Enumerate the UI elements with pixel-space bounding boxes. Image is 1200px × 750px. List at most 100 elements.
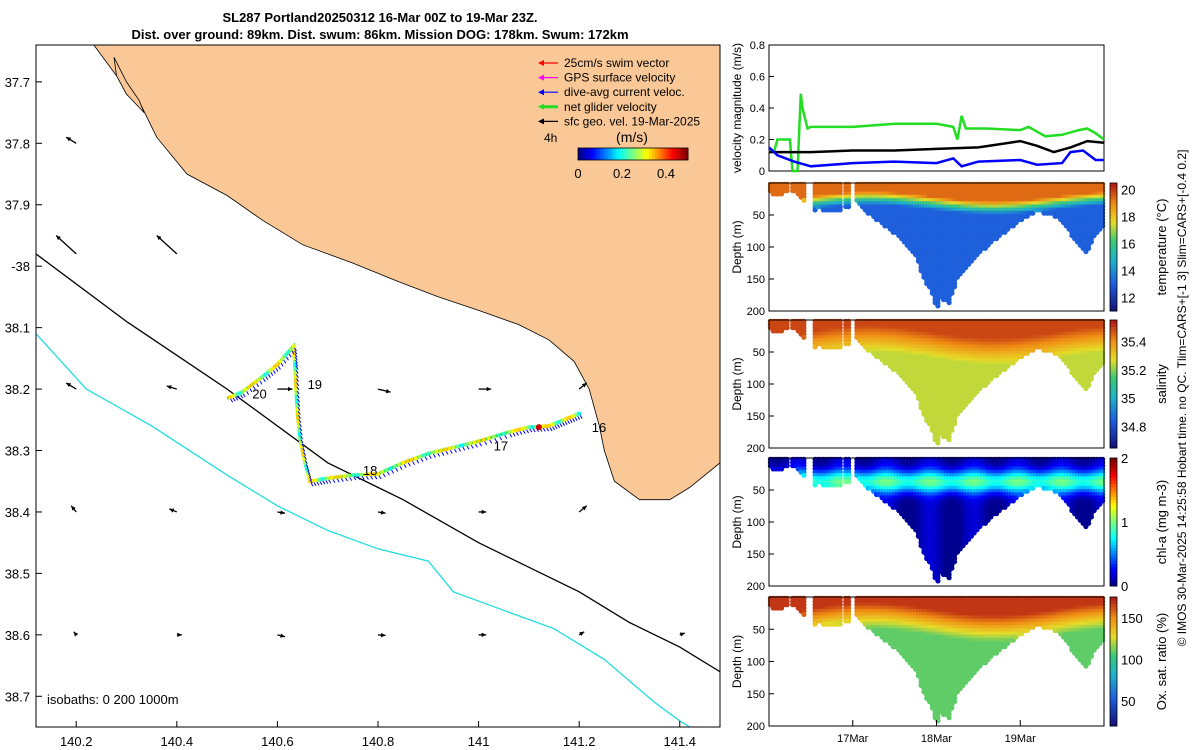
profile-colorbar-segment <box>1110 432 1117 436</box>
legend-entry: 25cm/s swim vector <box>538 56 669 70</box>
track-point <box>526 425 531 430</box>
geo-vector <box>478 386 492 392</box>
track-point <box>392 464 397 469</box>
profile-colorbar-segment <box>1110 377 1117 382</box>
figure-title-line2: Dist. over ground: 89km. Dist. swum: 86k… <box>131 27 629 42</box>
track-point <box>288 347 293 352</box>
profile-ytick-label: 150 <box>747 411 765 423</box>
profile-dot <box>952 284 958 290</box>
profile-colorbar-segment <box>1110 441 1117 446</box>
profile-colorbar-segment <box>1110 279 1117 283</box>
map-colorbar-segment <box>586 148 590 160</box>
map-ytick-label: 38.2 <box>5 382 30 397</box>
track-point <box>227 395 232 400</box>
profile-colorbar-tick: 20 <box>1121 183 1135 198</box>
velocity-ytick-label: 0.8 <box>750 40 765 52</box>
map-colorbar-segment <box>685 148 689 160</box>
geo-vector <box>55 234 77 255</box>
profile-dot <box>946 300 952 306</box>
geo-vector-shaft <box>55 234 77 255</box>
profile-dot <box>801 472 807 478</box>
map-colorbar-segment <box>594 148 598 160</box>
map-colorbar-segment <box>657 148 661 160</box>
track-point <box>384 468 389 473</box>
profile-colorbar-segment <box>1110 256 1117 261</box>
geo-vector-head <box>287 386 293 392</box>
profile-colorbar-segment <box>1110 298 1117 302</box>
profile-colorbar-segment <box>1110 329 1117 334</box>
profile-colorbar-segment <box>1110 419 1117 423</box>
map-colorbar-segment <box>589 148 593 160</box>
land-island <box>113 57 145 113</box>
track-point <box>396 462 401 467</box>
profile-colorbar-segment <box>1110 250 1117 254</box>
track-point <box>468 441 473 446</box>
profile-dot <box>837 344 843 350</box>
map-colorbar-segment <box>578 148 582 160</box>
geo-vector <box>377 388 391 394</box>
profile-colorbar-label: temperature (°C) <box>1154 199 1169 296</box>
profile-colorbar-segment <box>1110 323 1117 327</box>
track-point <box>486 436 491 441</box>
geo-vector <box>65 382 77 390</box>
profile-colorbar-segment <box>1110 403 1117 407</box>
geo-vector-head <box>280 633 285 638</box>
map-ytick-label: 38.3 <box>5 444 30 459</box>
track-point <box>246 385 251 390</box>
profile-colorbar-segment <box>1110 339 1117 343</box>
geo-vector <box>578 382 588 390</box>
map-colorbar-segment <box>674 148 678 160</box>
profile-dot <box>1088 239 1094 245</box>
profile-colorbar-label: salinity <box>1154 364 1169 404</box>
profile-dot <box>784 463 790 469</box>
geo-vector-head <box>679 632 685 637</box>
track-point <box>520 426 525 431</box>
geo-vector <box>478 509 487 515</box>
profile-colorbar-segment <box>1110 211 1117 216</box>
profile-dot <box>784 188 790 194</box>
legend-swatch-head <box>538 89 544 96</box>
profile-colorbar-segment <box>1110 218 1117 222</box>
profile-colorbar-segment <box>1110 199 1117 203</box>
map-colorbar-segment <box>663 148 667 160</box>
profile-colorbar-segment <box>1110 304 1117 309</box>
day-label: 18 <box>363 463 377 478</box>
geo-vector-shaft <box>156 234 178 255</box>
profile-colorbar-segment <box>1110 247 1117 251</box>
map-colorbar-segment <box>611 148 615 160</box>
track-point <box>294 387 299 392</box>
geo-vector <box>70 505 77 513</box>
geo-vector-head <box>169 508 175 513</box>
day-label: 17 <box>494 439 508 454</box>
map-xtick-label: 141.4 <box>663 734 696 749</box>
geo-vector <box>578 631 585 636</box>
track-point <box>476 439 481 444</box>
track-point <box>376 471 380 476</box>
map-colorbar-segment <box>679 148 683 160</box>
track-point <box>438 448 443 453</box>
geo-vector-head <box>486 386 492 392</box>
profile-colorbar-segment <box>1110 396 1117 401</box>
geo-vector-head <box>66 382 72 388</box>
profile-colorbar-segment <box>1110 332 1117 337</box>
velocity-ytick-label: 0 <box>759 166 765 178</box>
velocity-ytick-label: 0.6 <box>750 72 765 84</box>
profile-colorbar-segment <box>1110 221 1117 226</box>
track-point <box>430 450 435 455</box>
track-point <box>426 451 431 456</box>
profile-ytick-label: 50 <box>753 347 765 359</box>
profile-colorbar-segment <box>1110 374 1117 379</box>
geo-vector <box>478 632 487 638</box>
map-ytick-label: 38.1 <box>5 321 30 336</box>
track-point <box>401 460 406 465</box>
profile-colorbar-segment <box>1110 380 1117 385</box>
track-point <box>278 359 283 364</box>
map-colorbar-segment <box>591 148 595 160</box>
map-colorbar-segment <box>627 148 631 160</box>
legend-interval: 4h <box>544 131 557 145</box>
profile-colorbar-segment <box>1110 202 1117 206</box>
profile-dot <box>837 482 843 488</box>
